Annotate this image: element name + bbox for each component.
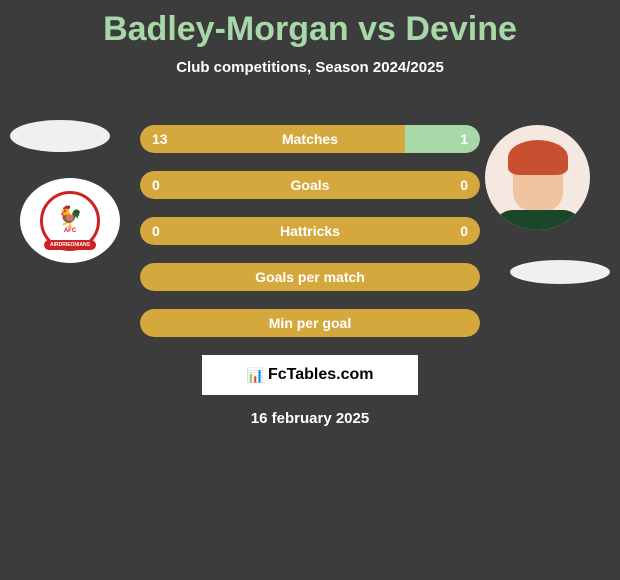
club-right-badge-placeholder (510, 260, 610, 284)
club-badge-circle: 🐓 AFC AIRDRIEONIANS (40, 191, 100, 251)
stat-label: Min per goal (140, 309, 480, 337)
player-head (513, 150, 563, 210)
rooster-icon: 🐓 (58, 207, 83, 227)
stat-label: Goals per match (140, 263, 480, 291)
watermark-text: FcTables.com (268, 366, 374, 384)
club-badge-banner: AIRDRIEONIANS (44, 240, 96, 250)
player-shirt (493, 210, 583, 230)
stat-label: Goals (140, 171, 480, 199)
stat-label: Matches (140, 125, 480, 153)
stat-value-right: 0 (460, 171, 468, 199)
player-hair (508, 140, 568, 175)
stat-row-matches: 13 Matches 1 (140, 125, 480, 153)
date-label: 16 february 2025 (0, 410, 620, 427)
club-badge-abbrev: AFC (62, 227, 78, 235)
stat-value-right: 1 (460, 125, 468, 153)
stat-value-right: 0 (460, 217, 468, 245)
stats-container: 13 Matches 1 0 Goals 0 0 Hattricks 0 Goa… (140, 125, 480, 355)
player-left-avatar-placeholder (10, 120, 110, 152)
comparison-title: Badley-Morgan vs Devine (0, 0, 620, 49)
stat-row-hattricks: 0 Hattricks 0 (140, 217, 480, 245)
player-right-avatar (485, 125, 590, 230)
stat-label: Hattricks (140, 217, 480, 245)
watermark: 📊 FcTables.com (202, 355, 418, 395)
stat-row-goals: 0 Goals 0 (140, 171, 480, 199)
stat-row-goals-per-match: Goals per match (140, 263, 480, 291)
club-left-badge: 🐓 AFC AIRDRIEONIANS (20, 178, 120, 263)
comparison-subtitle: Club competitions, Season 2024/2025 (0, 59, 620, 76)
chart-icon: 📊 (247, 367, 264, 384)
stat-row-min-per-goal: Min per goal (140, 309, 480, 337)
